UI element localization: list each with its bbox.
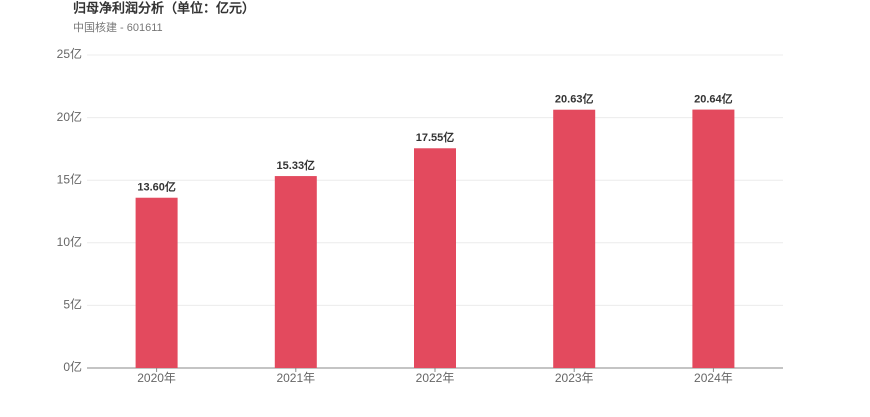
data-label: 13.60亿 bbox=[137, 180, 176, 194]
chart-subtitle: 中国核建 - 601611 bbox=[73, 20, 163, 34]
y-tick-label: 20亿 bbox=[57, 109, 82, 124]
x-tick-label: 2020年 bbox=[137, 371, 176, 385]
bar bbox=[414, 148, 456, 368]
y-tick-label: 15亿 bbox=[57, 171, 82, 186]
x-tick-label: 2021年 bbox=[276, 371, 315, 385]
y-tick-label: 10亿 bbox=[57, 234, 82, 249]
x-tick-label: 2023年 bbox=[555, 371, 594, 385]
y-tick-label: 25亿 bbox=[57, 46, 82, 61]
y-tick-label: 0亿 bbox=[63, 359, 82, 374]
bar bbox=[274, 176, 317, 368]
bar bbox=[553, 109, 596, 368]
data-label: 15.33亿 bbox=[277, 158, 316, 172]
chart-title: 归母净利润分析（单位：亿元） bbox=[73, 0, 255, 15]
data-label: 20.63亿 bbox=[555, 92, 594, 106]
data-label: 17.55亿 bbox=[416, 130, 455, 144]
y-tick-label: 5亿 bbox=[63, 297, 82, 312]
x-tick-label: 2024年 bbox=[694, 371, 733, 385]
x-tick-label: 2022年 bbox=[416, 371, 455, 385]
data-label: 20.64亿 bbox=[694, 91, 733, 105]
bar bbox=[135, 197, 178, 368]
bar bbox=[692, 109, 735, 369]
